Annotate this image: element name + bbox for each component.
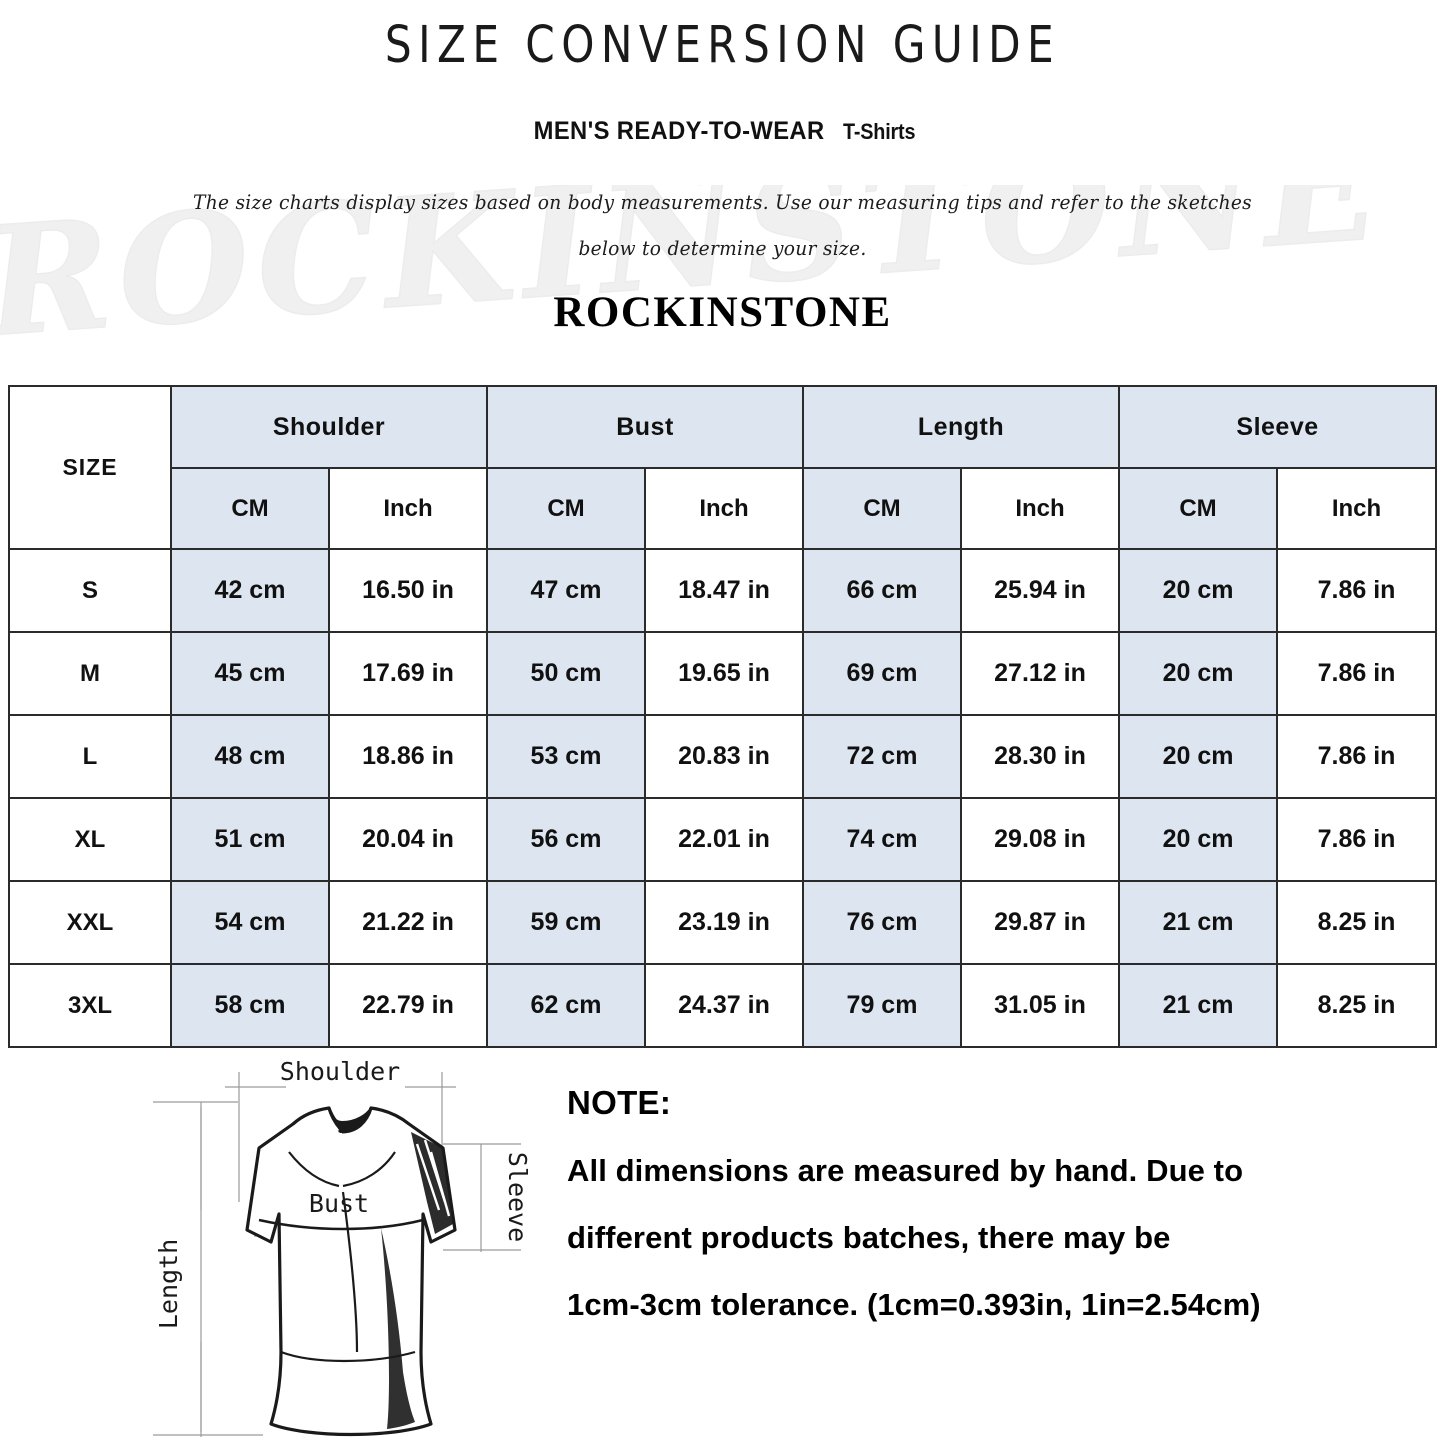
- row-size-label: S: [8, 548, 172, 633]
- cell-bust-inch: 19.65 in: [644, 631, 804, 716]
- cell-shoulder-inch: 17.69 in: [328, 631, 488, 716]
- note-line-3: 1cm-3cm tolerance. (1cm=0.393in, 1in=2.5…: [567, 1287, 1261, 1322]
- cell-length-inch: 29.87 in: [959, 880, 1121, 965]
- cell-length-inch: 31.05 in: [959, 963, 1121, 1048]
- header-group-bust: Bust: [486, 385, 804, 469]
- cell-length-cm: 66 cm: [802, 548, 962, 633]
- brand-name: ROCKINSTONE: [553, 289, 892, 336]
- cell-sleeve-cm: 20 cm: [1118, 797, 1279, 882]
- header-unit-sleeve-inch: Inch: [1276, 467, 1438, 550]
- cell-shoulder-inch: 16.50 in: [328, 548, 488, 633]
- cell-shoulder-cm: 48 cm: [170, 714, 330, 799]
- header-group-shoulder: Shoulder: [170, 385, 488, 469]
- cell-length-cm: 72 cm: [802, 714, 962, 799]
- tshirt-measurement-diagram: Shoulder Bust Length Sleeve: [143, 1052, 538, 1445]
- cell-bust-cm: 59 cm: [486, 880, 646, 965]
- subtitle-accent: T-Shirts: [842, 119, 916, 144]
- row-size-label: XL: [8, 797, 172, 882]
- row-size-label: L: [8, 714, 172, 799]
- header-group-length: Length: [801, 385, 1121, 469]
- cell-shoulder-cm: 54 cm: [170, 880, 330, 965]
- cell-sleeve-inch: 7.86 in: [1276, 714, 1438, 799]
- cell-sleeve-inch: 7.86 in: [1276, 548, 1438, 633]
- header-unit-sleeve-cm: CM: [1118, 467, 1279, 550]
- cell-sleeve-cm: 20 cm: [1118, 548, 1279, 633]
- description-line-2: below to determine your size.: [578, 236, 867, 260]
- cell-length-inch: 29.08 in: [959, 797, 1121, 882]
- header-unit-bust-cm: CM: [486, 467, 646, 550]
- cell-length-inch: 25.94 in: [959, 548, 1121, 633]
- header-unit-bust-inch: Inch: [644, 467, 804, 550]
- subtitle-main: MEN'S READY-TO-WEAR: [533, 117, 825, 145]
- table-row: M 45 cm 17.69 in 50 cm 19.65 in 69 cm 27…: [8, 631, 1438, 716]
- cell-bust-inch: 18.47 in: [644, 548, 804, 633]
- note-title: NOTE:: [567, 1084, 672, 1121]
- table-group-header-row: SIZE Shoulder Bust Length Sleeve: [8, 385, 1438, 550]
- header-size: SIZE: [8, 385, 172, 550]
- page-title: SIZE CONVERSION GUIDE: [384, 16, 1061, 75]
- header-unit-length-cm: CM: [802, 467, 962, 550]
- diagram-label-shoulder: Shoulder: [280, 1057, 400, 1086]
- row-size-label: XXL: [8, 880, 172, 965]
- diagram-label-bust: Bust: [309, 1189, 369, 1218]
- cell-sleeve-inch: 7.86 in: [1276, 631, 1438, 716]
- cell-bust-inch: 20.83 in: [644, 714, 804, 799]
- cell-sleeve-cm: 21 cm: [1118, 880, 1279, 965]
- cell-bust-inch: 24.37 in: [644, 963, 804, 1048]
- cell-shoulder-inch: 22.79 in: [328, 963, 488, 1048]
- table-row: S 42 cm 16.50 in 47 cm 18.47 in 66 cm 25…: [8, 548, 1438, 633]
- cell-shoulder-cm: 51 cm: [170, 797, 330, 882]
- cell-shoulder-inch: 18.86 in: [328, 714, 488, 799]
- note-line-1: All dimensions are measured by hand. Due…: [567, 1153, 1244, 1188]
- description-line-1: The size charts display sizes based on b…: [193, 190, 1252, 214]
- table-row: 3XL 58 cm 22.79 in 62 cm 24.37 in 79 cm …: [8, 963, 1438, 1048]
- cell-sleeve-inch: 7.86 in: [1276, 797, 1438, 882]
- header-unit-shoulder-cm: CM: [170, 467, 330, 550]
- note-block: NOTE: All dimensions are measured by han…: [567, 1084, 1417, 1323]
- cell-bust-cm: 53 cm: [486, 714, 646, 799]
- table-row: L 48 cm 18.86 in 53 cm 20.83 in 72 cm 28…: [8, 714, 1438, 799]
- cell-length-cm: 76 cm: [802, 880, 962, 965]
- cell-sleeve-inch: 8.25 in: [1276, 963, 1438, 1048]
- cell-sleeve-inch: 8.25 in: [1276, 880, 1438, 965]
- cell-length-cm: 74 cm: [802, 797, 962, 882]
- cell-length-inch: 28.30 in: [959, 714, 1121, 799]
- table-row: XXL 54 cm 21.22 in 59 cm 23.19 in 76 cm …: [8, 880, 1438, 965]
- header-unit-length-inch: Inch: [959, 467, 1121, 550]
- header-unit-shoulder-inch: Inch: [328, 467, 488, 550]
- cell-shoulder-cm: 45 cm: [170, 631, 330, 716]
- cell-bust-cm: 47 cm: [486, 548, 646, 633]
- size-chart-table: SIZE Shoulder Bust Length Sleeve CM Inch…: [8, 385, 1438, 1048]
- cell-sleeve-cm: 21 cm: [1118, 963, 1279, 1048]
- cell-shoulder-inch: 20.04 in: [328, 797, 488, 882]
- diagram-label-length: Length: [154, 1239, 183, 1329]
- note-line-2: different products batches, there may be: [567, 1220, 1171, 1255]
- cell-sleeve-cm: 20 cm: [1118, 714, 1279, 799]
- cell-shoulder-cm: 42 cm: [170, 548, 330, 633]
- diagram-label-sleeve: Sleeve: [503, 1152, 532, 1242]
- cell-bust-cm: 50 cm: [486, 631, 646, 716]
- cell-bust-inch: 23.19 in: [644, 880, 804, 965]
- cell-sleeve-cm: 20 cm: [1118, 631, 1279, 716]
- cell-length-inch: 27.12 in: [959, 631, 1121, 716]
- cell-bust-cm: 56 cm: [486, 797, 646, 882]
- cell-shoulder-inch: 21.22 in: [328, 880, 488, 965]
- table-unit-header-row: CM Inch CM Inch CM Inch CM Inch: [9, 467, 1438, 550]
- header-group-sleeve: Sleeve: [1118, 385, 1438, 469]
- row-size-label: M: [8, 631, 172, 716]
- cell-bust-inch: 22.01 in: [644, 797, 804, 882]
- cell-length-cm: 79 cm: [802, 963, 962, 1048]
- subtitle: MEN'S READY-TO-WEAR T-Shirts: [0, 117, 1445, 146]
- cell-bust-cm: 62 cm: [486, 963, 646, 1048]
- row-size-label: 3XL: [8, 963, 172, 1048]
- cell-shoulder-cm: 58 cm: [170, 963, 330, 1048]
- table-row: XL 51 cm 20.04 in 56 cm 22.01 in 74 cm 2…: [8, 797, 1438, 882]
- cell-length-cm: 69 cm: [802, 631, 962, 716]
